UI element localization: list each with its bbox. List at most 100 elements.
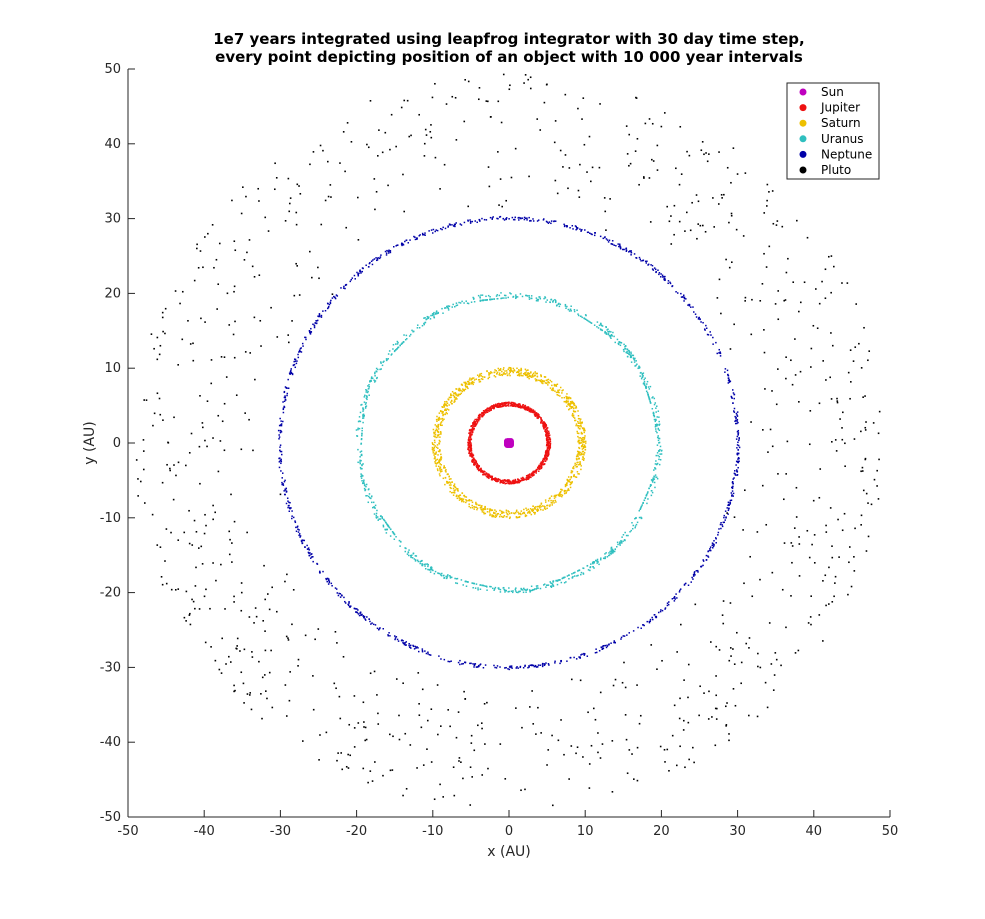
data-point <box>510 402 513 404</box>
data-point <box>650 494 653 497</box>
data-point <box>638 509 641 512</box>
data-point <box>571 402 574 404</box>
data-point <box>360 459 362 462</box>
data-point <box>459 659 461 662</box>
data-point <box>520 367 522 370</box>
data-point <box>614 341 616 344</box>
data-point <box>521 295 524 298</box>
data-point <box>563 581 566 584</box>
data-point <box>467 220 469 222</box>
data-point <box>438 433 440 436</box>
data-point <box>437 436 439 438</box>
data-point <box>472 429 475 431</box>
data-point <box>406 553 409 555</box>
data-point <box>471 456 474 458</box>
data-point <box>545 444 548 447</box>
data-point <box>626 350 628 353</box>
data-point <box>440 432 442 434</box>
data-point <box>419 234 421 236</box>
data-point <box>529 407 531 410</box>
data-point <box>547 584 550 586</box>
data-point <box>394 349 396 352</box>
data-point <box>471 582 473 584</box>
data-point <box>331 297 334 299</box>
data-point <box>451 224 453 226</box>
data-point <box>617 342 620 345</box>
data-point <box>424 650 426 652</box>
data-point <box>488 372 490 374</box>
data-point <box>482 410 485 412</box>
data-point <box>515 516 518 519</box>
data-point <box>467 499 470 502</box>
data-point <box>374 504 377 507</box>
data-point <box>490 585 492 588</box>
data-point <box>549 504 551 506</box>
data-point <box>374 507 376 509</box>
data-point <box>284 395 286 397</box>
data-point <box>488 410 491 412</box>
data-point <box>471 430 474 432</box>
data-point <box>512 296 514 298</box>
data-point <box>528 296 531 299</box>
data-point <box>393 246 395 248</box>
data-point <box>318 314 321 316</box>
data-point <box>468 383 471 386</box>
data-point <box>523 512 526 515</box>
data-point <box>564 305 567 307</box>
series-sun <box>504 438 514 448</box>
data-point <box>436 444 439 446</box>
data-point <box>522 404 524 406</box>
data-point <box>547 384 549 386</box>
data-point <box>601 648 603 650</box>
data-point <box>278 457 280 460</box>
data-point <box>486 475 489 478</box>
data-point <box>532 411 535 413</box>
data-point <box>442 413 444 416</box>
data-point <box>736 444 739 446</box>
data-point <box>524 373 526 375</box>
data-point <box>523 479 525 481</box>
data-point <box>368 266 370 268</box>
data-point <box>362 615 365 617</box>
data-point <box>580 654 582 656</box>
data-point <box>509 292 511 294</box>
data-point <box>494 404 497 407</box>
data-point <box>434 431 436 434</box>
data-point <box>518 373 520 376</box>
data-point <box>540 418 542 421</box>
data-point <box>671 285 674 287</box>
data-point <box>567 397 570 400</box>
data-point <box>558 579 561 581</box>
data-point <box>462 388 464 390</box>
data-point <box>569 656 572 659</box>
data-point <box>385 358 388 360</box>
data-point <box>500 510 503 513</box>
data-point <box>296 360 298 362</box>
data-point <box>497 217 499 220</box>
data-point <box>732 492 735 495</box>
data-point <box>561 389 563 392</box>
data-point <box>546 447 549 449</box>
data-point <box>581 228 583 231</box>
data-point <box>576 458 578 461</box>
data-point <box>657 269 659 271</box>
data-point <box>655 419 657 421</box>
data-point <box>729 499 732 502</box>
data-point <box>546 299 549 301</box>
data-point <box>735 438 738 440</box>
data-point <box>446 306 449 309</box>
data-point <box>567 476 570 478</box>
data-point <box>580 465 582 467</box>
data-point <box>443 406 446 408</box>
data-point <box>518 406 520 408</box>
data-point <box>657 428 660 430</box>
data-point <box>560 488 562 491</box>
data-point <box>376 376 378 379</box>
data-point <box>357 274 360 277</box>
data-point <box>569 227 571 229</box>
data-point <box>610 642 612 644</box>
data-point <box>499 509 501 512</box>
data-point <box>550 499 552 502</box>
data-point <box>737 441 739 444</box>
data-point <box>651 268 654 270</box>
